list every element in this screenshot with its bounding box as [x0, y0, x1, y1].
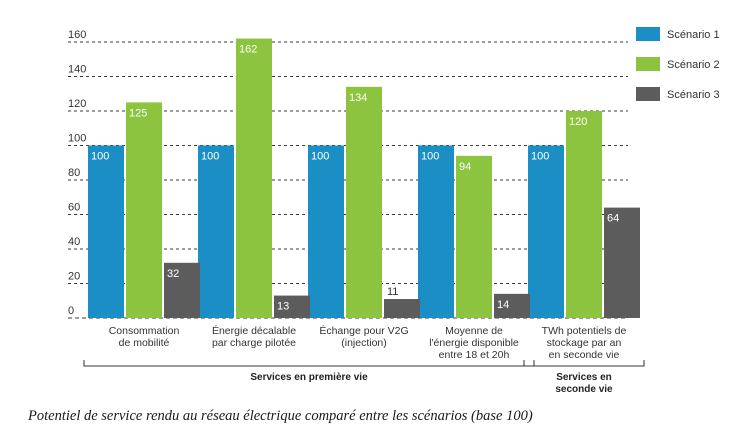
category-label-4: TWh potentiels de stockage par an en secon…: [542, 325, 627, 361]
bar-scenario-3-4: [604, 207, 640, 318]
group-bracket-0: [83, 360, 535, 367]
y-tick-label-160: 160: [68, 29, 86, 41]
bar-scenario-3-0: [164, 262, 200, 318]
bar-scenario-3-1: [274, 295, 310, 318]
data-label-scenario-1-0: 100: [91, 151, 109, 163]
data-label-scenario-3-0: 32: [167, 268, 179, 280]
y-tick-label-100: 100: [68, 133, 86, 145]
group-bracket-1: [523, 360, 645, 367]
bar-scenario-2-0: [126, 102, 162, 318]
category-label-1: Énergie décalable par charge pilotée: [212, 324, 296, 349]
data-label-scenario-2-3: 94: [459, 161, 471, 173]
y-tick-label-20: 20: [68, 271, 80, 283]
bar-scenario-1-0: [88, 145, 124, 318]
bar-scenario-1-2: [308, 145, 344, 318]
y-tick-label-120: 120: [68, 98, 86, 110]
bar-scenario-1-4: [528, 145, 564, 318]
category-label-3: Moyenne de l'énergie disponible entre 18 e…: [429, 325, 519, 361]
figure-caption: Potentiel de service rendu au réseau éle…: [28, 408, 533, 424]
data-label-scenario-2-2: 134: [349, 92, 367, 104]
category-label-0: Consommation de mobilité: [109, 325, 180, 349]
bar-scenario-2-4: [566, 111, 602, 318]
group-brackets: Services en première vie Services en secon…: [83, 360, 645, 395]
data-label-scenario-3-3: 14: [497, 299, 509, 311]
y-axis-ticks: 0 20 40 60 80 100 120 140 160: [68, 29, 86, 317]
bar-scenario-1-3: [418, 145, 454, 318]
data-label-scenario-2-1: 162: [239, 44, 257, 56]
bar-scenario-1-1: [198, 145, 234, 318]
data-label-scenario-2-4: 120: [569, 116, 587, 128]
legend-swatch-scenario-3: [636, 87, 660, 101]
legend-swatch-scenario-1: [636, 27, 660, 41]
data-label-scenario-3-1: 13: [277, 301, 289, 313]
legend-swatch-scenario-2: [636, 57, 660, 71]
bar-scenario-3-2: [384, 299, 420, 318]
category-labels: Consommation de mobilité Énergie décalable…: [109, 324, 627, 361]
category-label-2: Échange pour V2G (injection): [319, 324, 408, 349]
data-label-scenario-3-2: 11: [387, 286, 398, 298]
bar-scenario-2-2: [346, 86, 382, 318]
y-tick-label-80: 80: [68, 167, 80, 179]
bar-scenario-2-1: [236, 38, 272, 319]
group-label-1: Services en seconde vie: [555, 372, 613, 395]
legend-label-scenario-2: Scénario 2: [667, 59, 720, 71]
y-tick-label-40: 40: [68, 236, 80, 248]
data-label-scenario-3-4: 64: [607, 213, 619, 225]
data-label-scenario-1-1: 100: [201, 151, 219, 163]
data-label-scenario-2-0: 125: [129, 107, 147, 119]
legend-label-scenario-3: Scénario 3: [667, 89, 720, 101]
legend-label-scenario-1: Scénario 1: [667, 29, 720, 41]
bars: [88, 38, 640, 319]
data-label-scenario-1-3: 100: [421, 151, 439, 163]
data-label-scenario-1-4: 100: [531, 151, 549, 163]
y-tick-label-0: 0: [68, 305, 74, 317]
data-labels: 100 100 100 100 100 125 162 134 94 120 32 13 11 14 64: [91, 44, 619, 313]
legend: Scénario 1 Scénario 2 Scénario 3: [636, 27, 720, 101]
data-label-scenario-1-2: 100: [311, 151, 329, 163]
bar-scenario-3-3: [494, 293, 530, 318]
y-tick-label-60: 60: [68, 202, 80, 214]
group-label-0: Services en première vie: [250, 372, 368, 383]
bar-scenario-2-3: [456, 155, 492, 318]
y-tick-label-140: 140: [68, 64, 86, 76]
